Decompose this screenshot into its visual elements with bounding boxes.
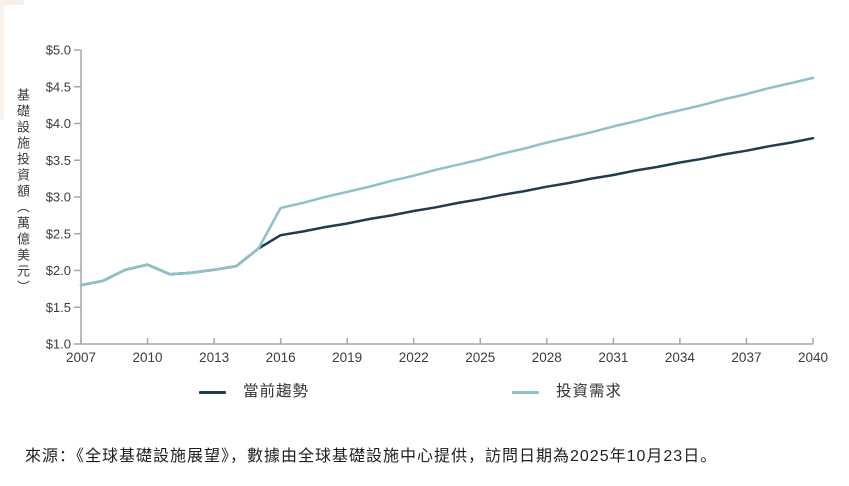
current-trend-line bbox=[79, 136, 815, 287]
investment-need-line-swatch bbox=[512, 390, 539, 394]
x-tick-label: 2007 bbox=[66, 350, 96, 365]
x-tick-label: 2034 bbox=[665, 350, 696, 365]
corner-tint-left bbox=[0, 0, 4, 120]
legend-item-investment-need: 投資需求 bbox=[512, 382, 622, 402]
x-tick-label: 2028 bbox=[532, 350, 562, 365]
source-note: 來源：《全球基礎設施展望》，數據由全球基礎設施中心提供，訪問日期為2025年10… bbox=[25, 448, 718, 465]
x-tick-label: 2037 bbox=[731, 350, 761, 365]
chart-legend: 當前趨勢 投資需求 bbox=[0, 382, 849, 406]
y-tick-label: $5.0 bbox=[46, 43, 71, 58]
x-tick-label: 2025 bbox=[465, 350, 495, 365]
current-trend-line-swatch bbox=[199, 390, 226, 394]
y-tick-label: $1.5 bbox=[46, 300, 71, 315]
line-chart-plot: $5.0 $4.5 $4.0 $3.5 $3.0 $2.5 $2.0 $1.5 $1.02007… bbox=[46, 43, 828, 366]
y-tick-label: $2.5 bbox=[46, 226, 71, 241]
x-tick-label: 2010 bbox=[133, 350, 163, 365]
x-tick-label: 2031 bbox=[598, 350, 628, 365]
x-tick-label: 2022 bbox=[399, 350, 429, 365]
y-axis-title: 基礎設施投資額（萬億美元） bbox=[15, 88, 30, 296]
y-tick-label: $3.5 bbox=[46, 153, 71, 168]
y-tick-label: $3.0 bbox=[46, 190, 71, 205]
y-tick-label: $2.0 bbox=[46, 263, 71, 278]
legend-label-current-trend: 當前趨勢 bbox=[243, 383, 310, 400]
legend-item-current-trend: 當前趨勢 bbox=[199, 382, 309, 402]
legend-label-investment-need: 投資需求 bbox=[556, 383, 623, 400]
x-tick-label: 2040 bbox=[798, 350, 828, 365]
investment-need-line bbox=[79, 76, 815, 287]
y-tick-label: $1.0 bbox=[46, 337, 71, 352]
y-tick-label: $4.0 bbox=[46, 116, 71, 131]
x-tick-label: 2013 bbox=[199, 350, 229, 365]
x-tick-label: 2019 bbox=[332, 350, 362, 365]
x-tick-label: 2016 bbox=[266, 350, 296, 365]
y-tick-label: $4.5 bbox=[46, 79, 71, 94]
corner-tint-top bbox=[4, 0, 24, 5]
